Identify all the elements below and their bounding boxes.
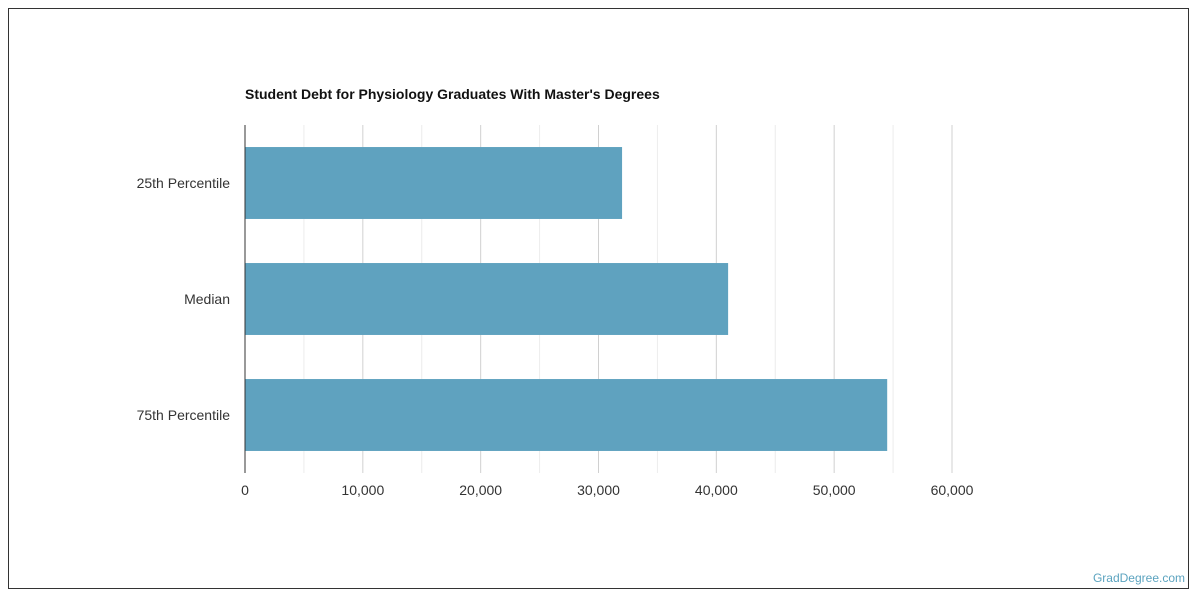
bar (245, 147, 623, 219)
x-tick-label: 60,000 (931, 482, 974, 498)
category-label: Median (184, 291, 230, 307)
source-watermark: GradDegree.com (1092, 571, 1185, 585)
bar (245, 379, 888, 451)
x-tick-label: 30,000 (577, 482, 620, 498)
category-label: 25th Percentile (137, 175, 231, 191)
x-tick-label: 0 (241, 482, 249, 498)
x-tick-label: 10,000 (341, 482, 384, 498)
x-tick-label: 20,000 (459, 482, 502, 498)
x-tick-label: 40,000 (695, 482, 738, 498)
chart-title: Student Debt for Physiology Graduates Wi… (245, 86, 660, 102)
bars (245, 147, 888, 451)
labels: 0 10,000 20,000 30,000 40,000 50,000 60,000 25t… (137, 175, 974, 498)
category-label: 75th Percentile (137, 407, 231, 423)
bar (245, 263, 729, 335)
x-tick-label: 50,000 (813, 482, 856, 498)
